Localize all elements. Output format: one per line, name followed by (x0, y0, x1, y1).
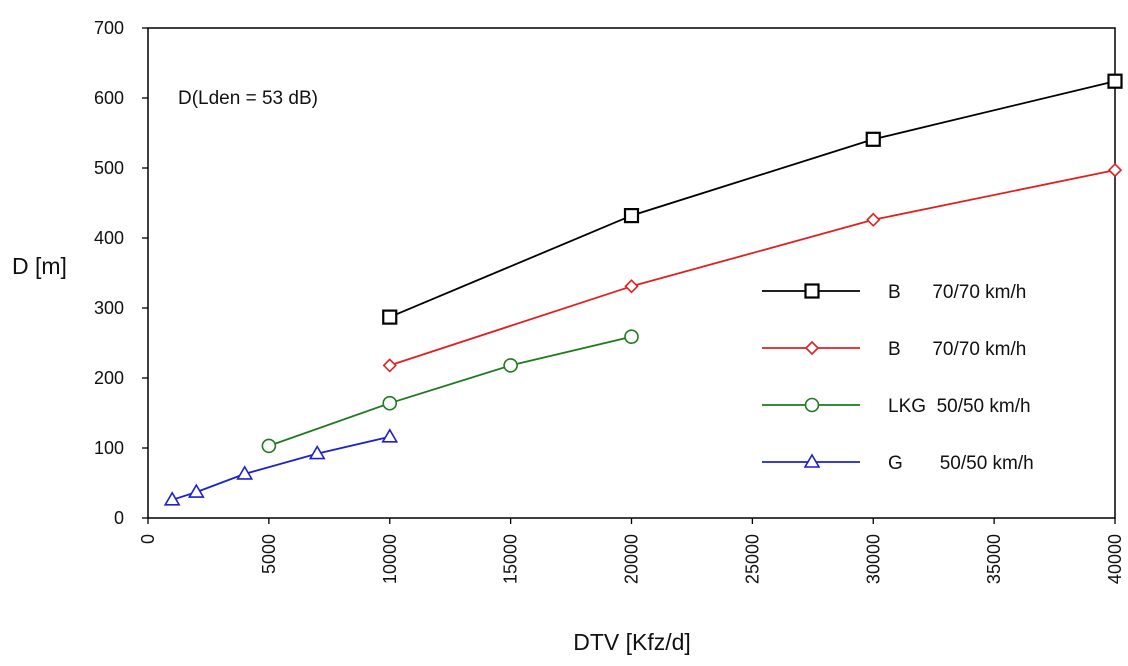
data-point-diamond (1107, 162, 1123, 178)
y-axis-ticks: 0 100 200 300 400 500 600 700 (94, 18, 148, 528)
series-1 (382, 73, 1123, 325)
x-tick-label: 25000 (742, 534, 762, 584)
x-tick-label: 5000 (259, 534, 279, 574)
series-layer (163, 73, 1123, 506)
legend-marker-square (804, 283, 820, 299)
data-point-circle (382, 395, 398, 411)
y-tick-label: 400 (94, 228, 124, 248)
x-tick-label: 35000 (984, 534, 1004, 584)
y-tick-label: 300 (94, 298, 124, 318)
y-tick-label: 200 (94, 368, 124, 388)
chart-annotation: D(Lden = 53 dB) (178, 88, 318, 109)
data-point-triangle (187, 483, 205, 498)
legend-marker-circle (804, 397, 820, 413)
y-tick-label: 600 (94, 88, 124, 108)
x-tick-label: 0 (138, 534, 158, 544)
y-axis-label: D [m] (12, 253, 67, 279)
data-point-triangle (236, 465, 254, 480)
data-point-circle (261, 438, 277, 454)
legend-marker-triangle (803, 453, 821, 468)
data-point-circle (624, 329, 639, 345)
legend: B 70/70 km/h B 70/70 km/h LKG 50/50 km/h G … (762, 282, 1034, 474)
x-tick-label: 20000 (622, 534, 642, 584)
data-point-square (1107, 73, 1123, 89)
legend-marker-diamond (804, 340, 820, 356)
legend-item: LKG 50/50 km/h (762, 396, 1031, 417)
series-4 (163, 428, 399, 506)
data-point-square (382, 309, 398, 325)
legend-item: B 70/70 km/h (762, 339, 1026, 360)
series-3 (261, 329, 639, 454)
legend-label: LKG 50/50 km/h (888, 396, 1031, 417)
data-point-diamond (866, 212, 881, 227)
data-point-square (623, 208, 640, 224)
data-point-diamond (624, 279, 639, 294)
legend-item: B 70/70 km/h (762, 282, 1026, 303)
series-line (389, 80, 1116, 318)
y-tick-label: 700 (94, 18, 124, 38)
series-2 (382, 162, 1123, 373)
data-point-square (865, 131, 881, 147)
data-point-circle (503, 358, 518, 373)
data-point-triangle (381, 428, 399, 443)
x-axis-label: DTV [Kfz/d] (573, 629, 691, 655)
x-axis-ticks: 0 5000 10000 15000 20000 25000 30000 35000 40000 (138, 518, 1125, 584)
data-point-triangle (308, 445, 326, 460)
data-point-diamond (382, 358, 397, 373)
legend-label: B 70/70 km/h (888, 282, 1026, 303)
y-tick-label: 100 (94, 438, 124, 458)
legend-label: B 70/70 km/h (888, 339, 1026, 360)
x-tick-label: 10000 (380, 534, 400, 584)
legend-label: G 50/50 km/h (888, 453, 1034, 474)
y-tick-label: 500 (94, 158, 124, 178)
legend-item: G 50/50 km/h (762, 453, 1034, 474)
series-line (389, 169, 1116, 367)
x-tick-label: 30000 (863, 534, 883, 584)
x-tick-label: 40000 (1105, 534, 1125, 584)
series-line (171, 435, 390, 501)
series-line (268, 335, 632, 447)
x-tick-label: 15000 (501, 534, 521, 584)
y-tick-label: 0 (114, 508, 124, 528)
data-point-triangle (163, 491, 181, 506)
